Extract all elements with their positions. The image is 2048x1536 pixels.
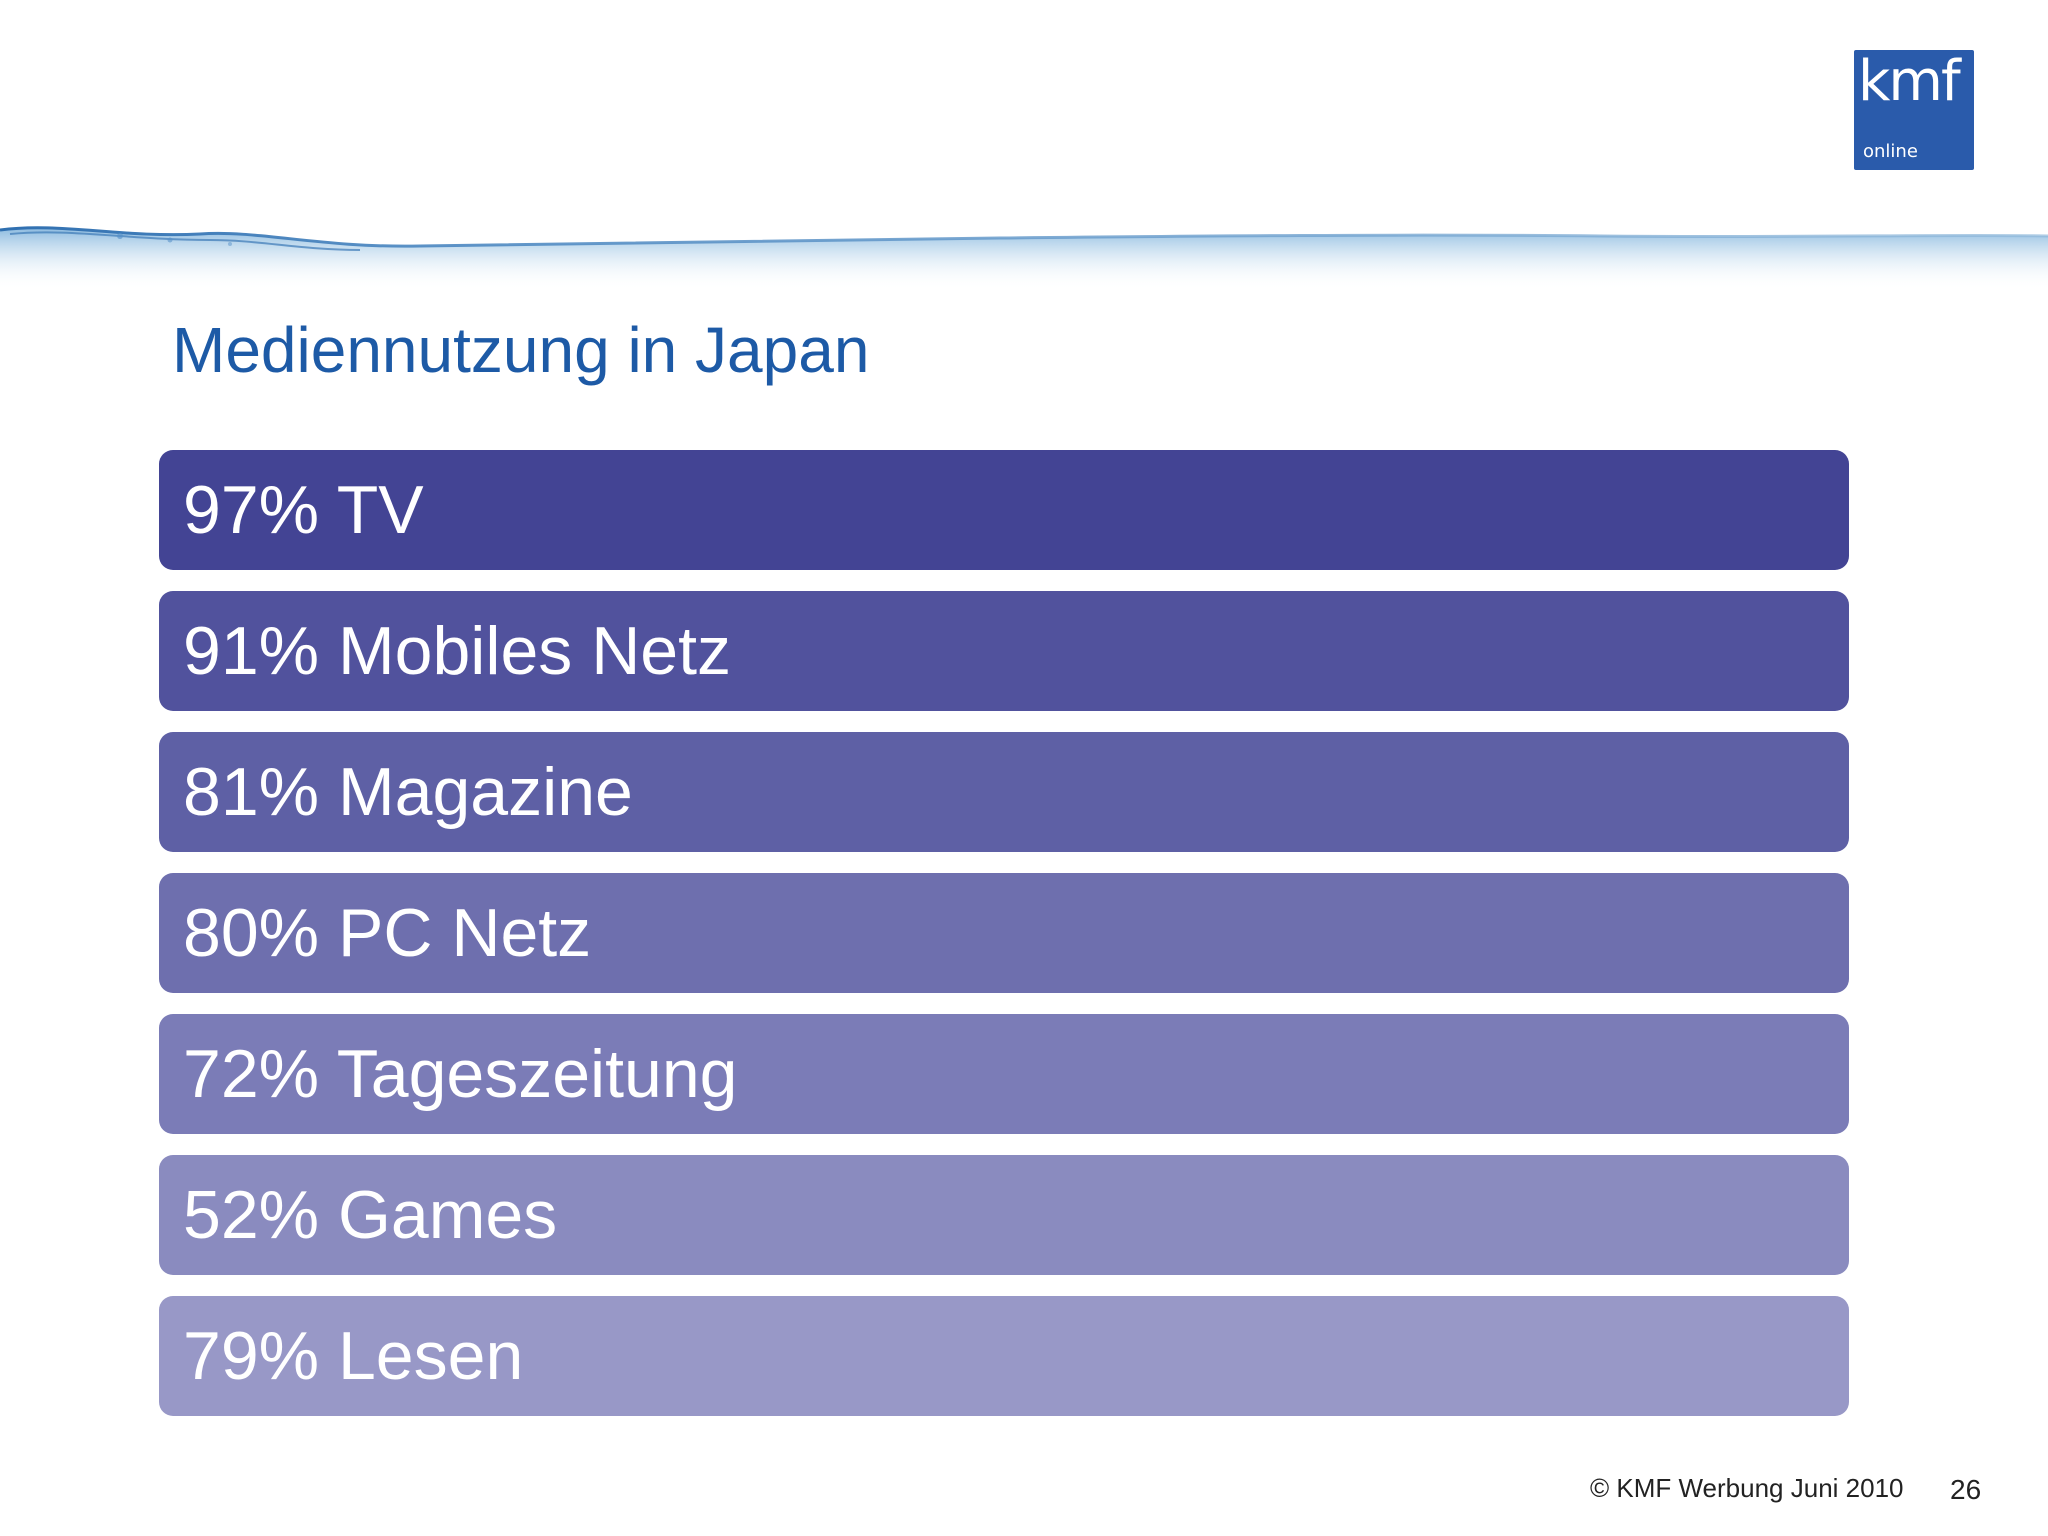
bar-tageszeitung: 72% Tageszeitung	[159, 1014, 1849, 1134]
footer-copyright: © KMF Werbung Juni 2010	[1590, 1473, 1904, 1503]
bar-magazine: 81% Magazine	[159, 732, 1849, 852]
bar-label: 52% Games	[183, 1177, 558, 1253]
bar-games: 52% Games	[159, 1155, 1849, 1275]
logo-wordmark: kmf	[1858, 50, 1961, 114]
page-number: 26	[1950, 1474, 1982, 1505]
kmf-online-logo: kmf online	[1854, 50, 1974, 170]
bar-label: 97% TV	[183, 472, 424, 548]
slide-title: Mediennutzung in Japan	[172, 314, 870, 386]
bar-lesen: 79% Lesen	[159, 1296, 1849, 1416]
bar-mobiles-netz: 91% Mobiles Netz	[159, 591, 1849, 711]
bar-label: 80% PC Netz	[183, 895, 592, 971]
bar-label: 79% Lesen	[183, 1318, 524, 1394]
bar-label: 81% Magazine	[183, 754, 633, 830]
bar-label: 91% Mobiles Netz	[183, 613, 732, 689]
logo-subtitle: online	[1863, 141, 1918, 162]
bar-tv: 97% TV	[159, 450, 1849, 570]
bar-pc-netz: 80% PC Netz	[159, 873, 1849, 993]
media-usage-list: 97% TV 91% Mobiles Netz 81% Magazine 80%…	[159, 450, 1849, 1437]
bar-label: 72% Tageszeitung	[183, 1036, 738, 1112]
water-wave-graphic	[0, 226, 2048, 290]
